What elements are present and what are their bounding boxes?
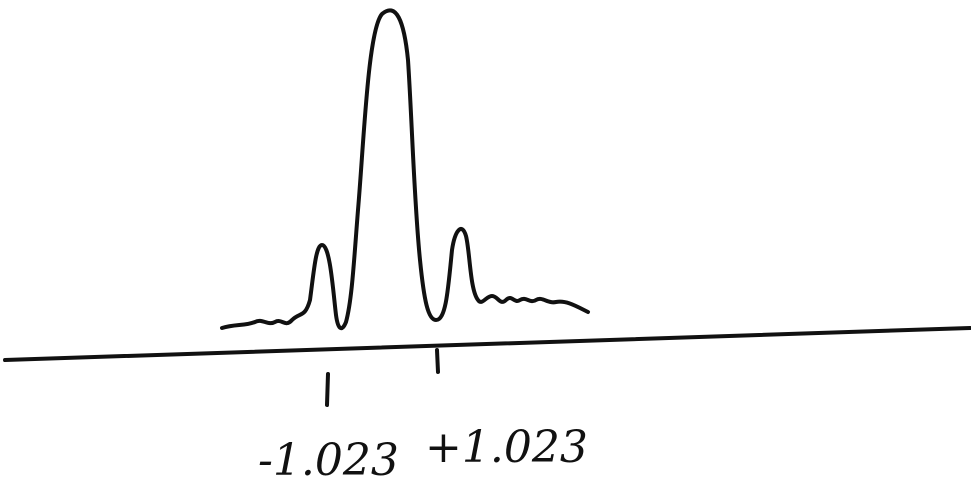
baseline-axis bbox=[3, 326, 971, 362]
curve bbox=[220, 8, 590, 331]
tick-label: -1.023 bbox=[258, 435, 399, 486]
tick-mark bbox=[435, 348, 440, 374]
tick-label: +1.023 bbox=[425, 422, 588, 473]
tick-mark bbox=[325, 372, 330, 407]
